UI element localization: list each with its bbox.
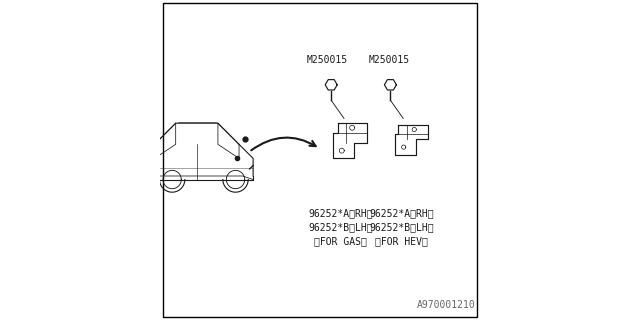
Text: 96252*A〈RH〉
96252*B〈LH〉
〈FOR HEV〉: 96252*A〈RH〉 96252*B〈LH〉 〈FOR HEV〉: [369, 208, 434, 246]
Text: M250015: M250015: [307, 55, 348, 65]
Text: A970001210: A970001210: [417, 300, 475, 310]
Text: M250015: M250015: [368, 55, 410, 65]
Text: 96252*A〈RH〉
96252*B〈LH〉
〈FOR GAS〉: 96252*A〈RH〉 96252*B〈LH〉 〈FOR GAS〉: [308, 208, 373, 246]
